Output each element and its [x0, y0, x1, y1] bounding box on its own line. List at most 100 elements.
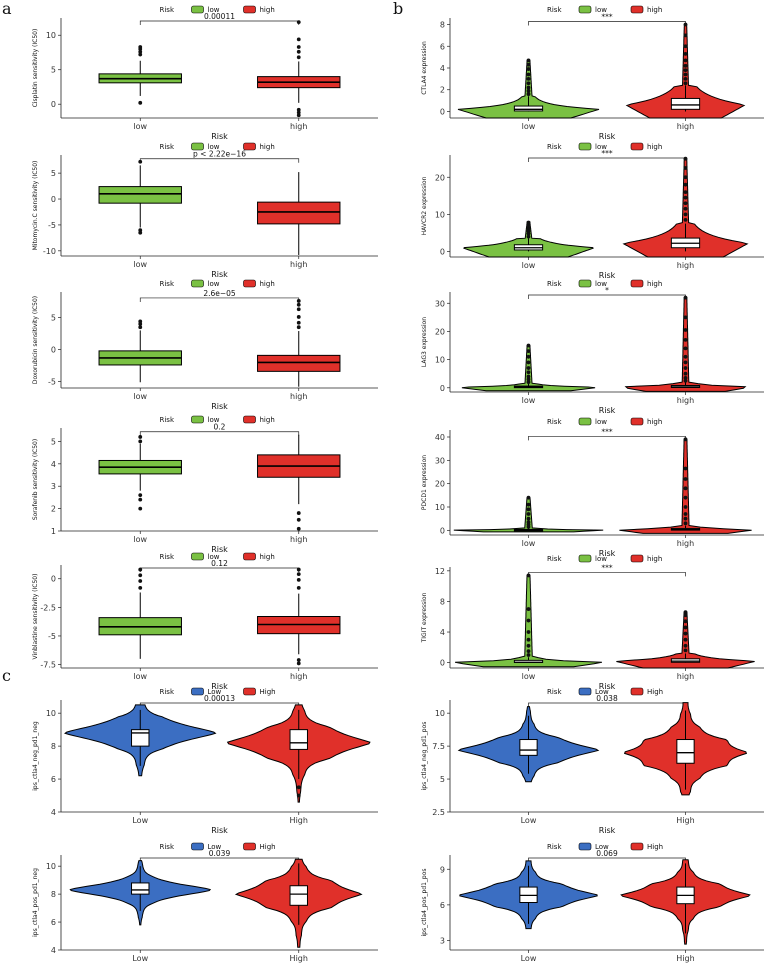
outlier-point — [138, 506, 143, 511]
outlier-point — [138, 319, 143, 324]
chart-b2: Risk low high 0 10 20 low high Risk HAVCR2 expres… — [421, 142, 764, 280]
legend-swatch-high — [243, 415, 256, 424]
significance-label: 0.2 — [214, 423, 226, 432]
outlier-point — [683, 437, 688, 442]
outlier-point — [138, 585, 143, 590]
y-tick-label: 20 — [435, 480, 445, 489]
y-tick-label: 0 — [51, 100, 56, 109]
group-high — [257, 172, 341, 255]
x-tick-label-low: Low — [521, 816, 537, 825]
significance-label: 2.6e−05 — [203, 289, 236, 298]
y-tick-label: 8 — [51, 890, 56, 899]
y-tick-label: 0 — [440, 247, 445, 256]
y-tick-label: 5 — [51, 66, 56, 75]
outlier-point — [526, 516, 531, 521]
legend-title: Risk — [160, 688, 175, 696]
outlier-point — [526, 607, 531, 611]
outlier-point — [138, 52, 143, 57]
legend: Risk low high — [160, 552, 275, 561]
group-low — [461, 343, 596, 392]
significance-label: * — [605, 286, 609, 295]
outlier-point — [683, 346, 688, 351]
legend-label-high: high — [260, 143, 275, 151]
legend-label-high: high — [260, 553, 275, 561]
y-tick-label: 8 — [440, 597, 445, 606]
legend-label-low: low — [595, 143, 607, 151]
legend: Risk low high — [547, 279, 662, 288]
outlier-point — [683, 376, 688, 380]
outlier-point — [526, 229, 531, 233]
x-tick-label-high: High — [676, 954, 694, 963]
outlier-point — [683, 315, 688, 320]
outlier-point — [526, 643, 531, 648]
x-tick-label-high: high — [677, 261, 694, 270]
chart-a2: Risk low high -10 -5 0 5 low high Risk Mitomycin.C… — [32, 142, 378, 279]
legend-label-high: high — [647, 555, 662, 563]
inner-box — [289, 729, 308, 750]
group-low — [459, 860, 598, 930]
legend-title: Risk — [160, 416, 175, 424]
outlier-point — [683, 166, 688, 170]
y-tick-label: 10 — [435, 210, 445, 219]
chart-b4: Risk low high 0 10 20 30 40 low high Risk PDCD1 exp… — [421, 417, 764, 558]
legend: Risk low high — [547, 417, 662, 426]
y-tick-label: 5 — [51, 314, 56, 323]
significance-bracket — [528, 157, 686, 162]
x-tick-label-high: high — [677, 396, 694, 405]
legend-label-low: low — [595, 418, 607, 426]
box — [257, 354, 341, 372]
legend: Risk low high — [160, 415, 275, 424]
outlier-point — [526, 618, 531, 623]
y-tick-label: 2 — [440, 86, 445, 95]
outlier-point — [526, 377, 531, 382]
legend-swatch-low — [578, 142, 592, 151]
group-high — [620, 859, 751, 945]
outlier-point — [138, 497, 143, 502]
legend-swatch-high — [243, 142, 256, 151]
outlier-point — [138, 100, 143, 105]
legend-swatch-high — [243, 279, 256, 288]
y-tick-label: 12 — [435, 567, 445, 576]
legend-title: Risk — [547, 143, 562, 151]
group-low — [457, 58, 600, 119]
x-axis-title: Risk — [211, 682, 228, 691]
legend-swatch-high — [243, 5, 256, 14]
legend-swatch-high — [243, 552, 256, 561]
x-axis-title: Risk — [599, 132, 616, 141]
outlier-point — [526, 62, 531, 67]
legend-swatch-low — [578, 554, 592, 563]
outlier-point — [683, 516, 688, 521]
group-low — [69, 860, 212, 926]
outlier-point — [296, 315, 301, 319]
x-axis-title: Risk — [599, 406, 616, 415]
significance-bracket — [139, 20, 300, 25]
y-tick-label: 30 — [435, 456, 445, 465]
legend-swatch-low — [578, 842, 592, 851]
x-tick-label-low: low — [522, 122, 536, 131]
x-axis-title: Risk — [599, 826, 616, 835]
outlier-point — [683, 218, 688, 222]
y-axis-title: HAVCR2 expression — [421, 176, 428, 235]
outlier-point — [683, 354, 688, 359]
chart-a5: Risk low high -7.5 -5 -2.5 0 low high Risk Vinblas… — [32, 552, 378, 691]
outlier-point — [526, 58, 531, 63]
outlier-point — [526, 512, 531, 516]
y-tick-label: 20 — [435, 173, 445, 182]
y-axis-title: Mitomycin.C sensitivity (IC50) — [32, 161, 39, 251]
y-tick-label: 9 — [440, 865, 445, 874]
outlier-point — [683, 51, 688, 56]
inner-box — [131, 882, 150, 895]
y-axis-title: Sorafenib sensitivity (IC50) — [32, 439, 39, 520]
legend-swatch-low — [578, 5, 592, 14]
y-axis-title: ips_ctla4_neg_pd1_pos — [421, 722, 428, 791]
legend-swatch-high — [630, 5, 644, 14]
group-low — [453, 495, 604, 533]
outlier-point — [526, 653, 531, 657]
y-tick-label: 0 — [440, 107, 445, 116]
significance-label: 0.039 — [209, 849, 231, 858]
x-tick-label-high: high — [677, 122, 694, 131]
legend-label-low: low — [595, 280, 607, 288]
x-axis-title: Risk — [599, 549, 616, 558]
group-low — [98, 45, 182, 105]
outlier-point — [296, 658, 301, 662]
